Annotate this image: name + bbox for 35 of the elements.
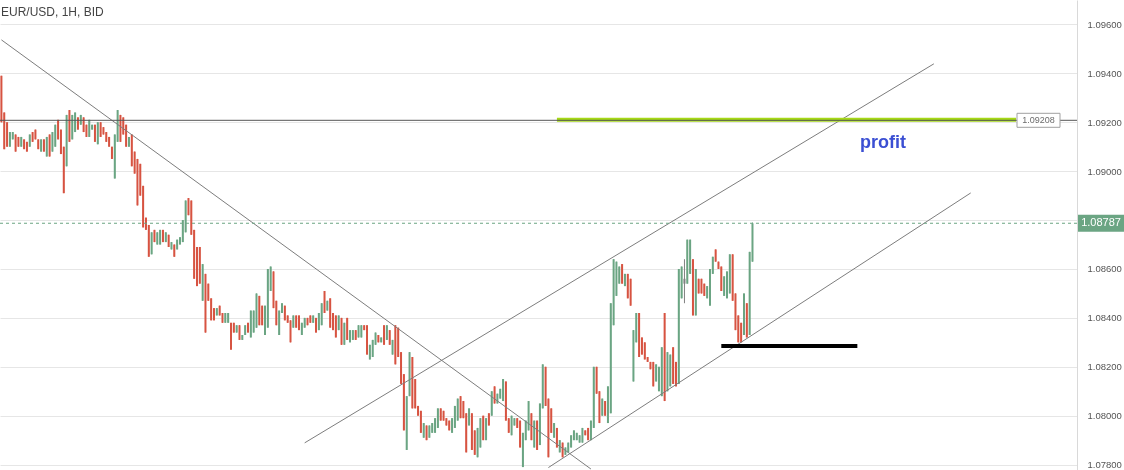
- annotation: profit: [860, 132, 906, 152]
- y-tick-label: 1.09600: [1087, 18, 1122, 30]
- candlestick: [697, 278, 700, 294]
- candlestick: [45, 136, 48, 157]
- candlestick: [652, 361, 655, 387]
- chart-title: EUR/USD, 1H, BID: [1, 5, 105, 19]
- candlestick: [510, 415, 513, 436]
- y-tick-label: 1.08400: [1087, 312, 1122, 324]
- y-tick-label: 1.08600: [1087, 263, 1122, 275]
- candlestick: [700, 278, 703, 294]
- y-tick-label: 1.09000: [1087, 165, 1122, 177]
- candlestick: [669, 354, 672, 387]
- candlestick: [306, 317, 309, 326]
- y-tick-label: 1.09400: [1087, 67, 1122, 79]
- y-tick-label: 1.09200: [1087, 116, 1122, 128]
- candlestick: [48, 134, 51, 157]
- candlestick: [425, 424, 428, 441]
- y-tick-label: 1.07800: [1087, 459, 1122, 470]
- candlestick: [519, 420, 522, 448]
- candlestick: [587, 427, 590, 441]
- candlestick: [575, 432, 578, 441]
- candlestick: [71, 114, 74, 140]
- candlestick: [623, 273, 626, 287]
- y-tick-label: 1.08000: [1087, 410, 1122, 422]
- y-tick-label: 1.08200: [1087, 361, 1122, 373]
- candlestick: [555, 427, 558, 448]
- ref-line-label: 1.09208: [1022, 115, 1055, 126]
- ref-line-label: 1.08787: [1081, 216, 1121, 229]
- candlestick: [65, 114, 68, 167]
- candlestick: [34, 129, 37, 140]
- candlestick: [153, 229, 156, 243]
- candlestick: [533, 420, 536, 448]
- candlestick: [448, 420, 451, 431]
- candlestick: [258, 295, 261, 326]
- candlestick: [368, 344, 371, 360]
